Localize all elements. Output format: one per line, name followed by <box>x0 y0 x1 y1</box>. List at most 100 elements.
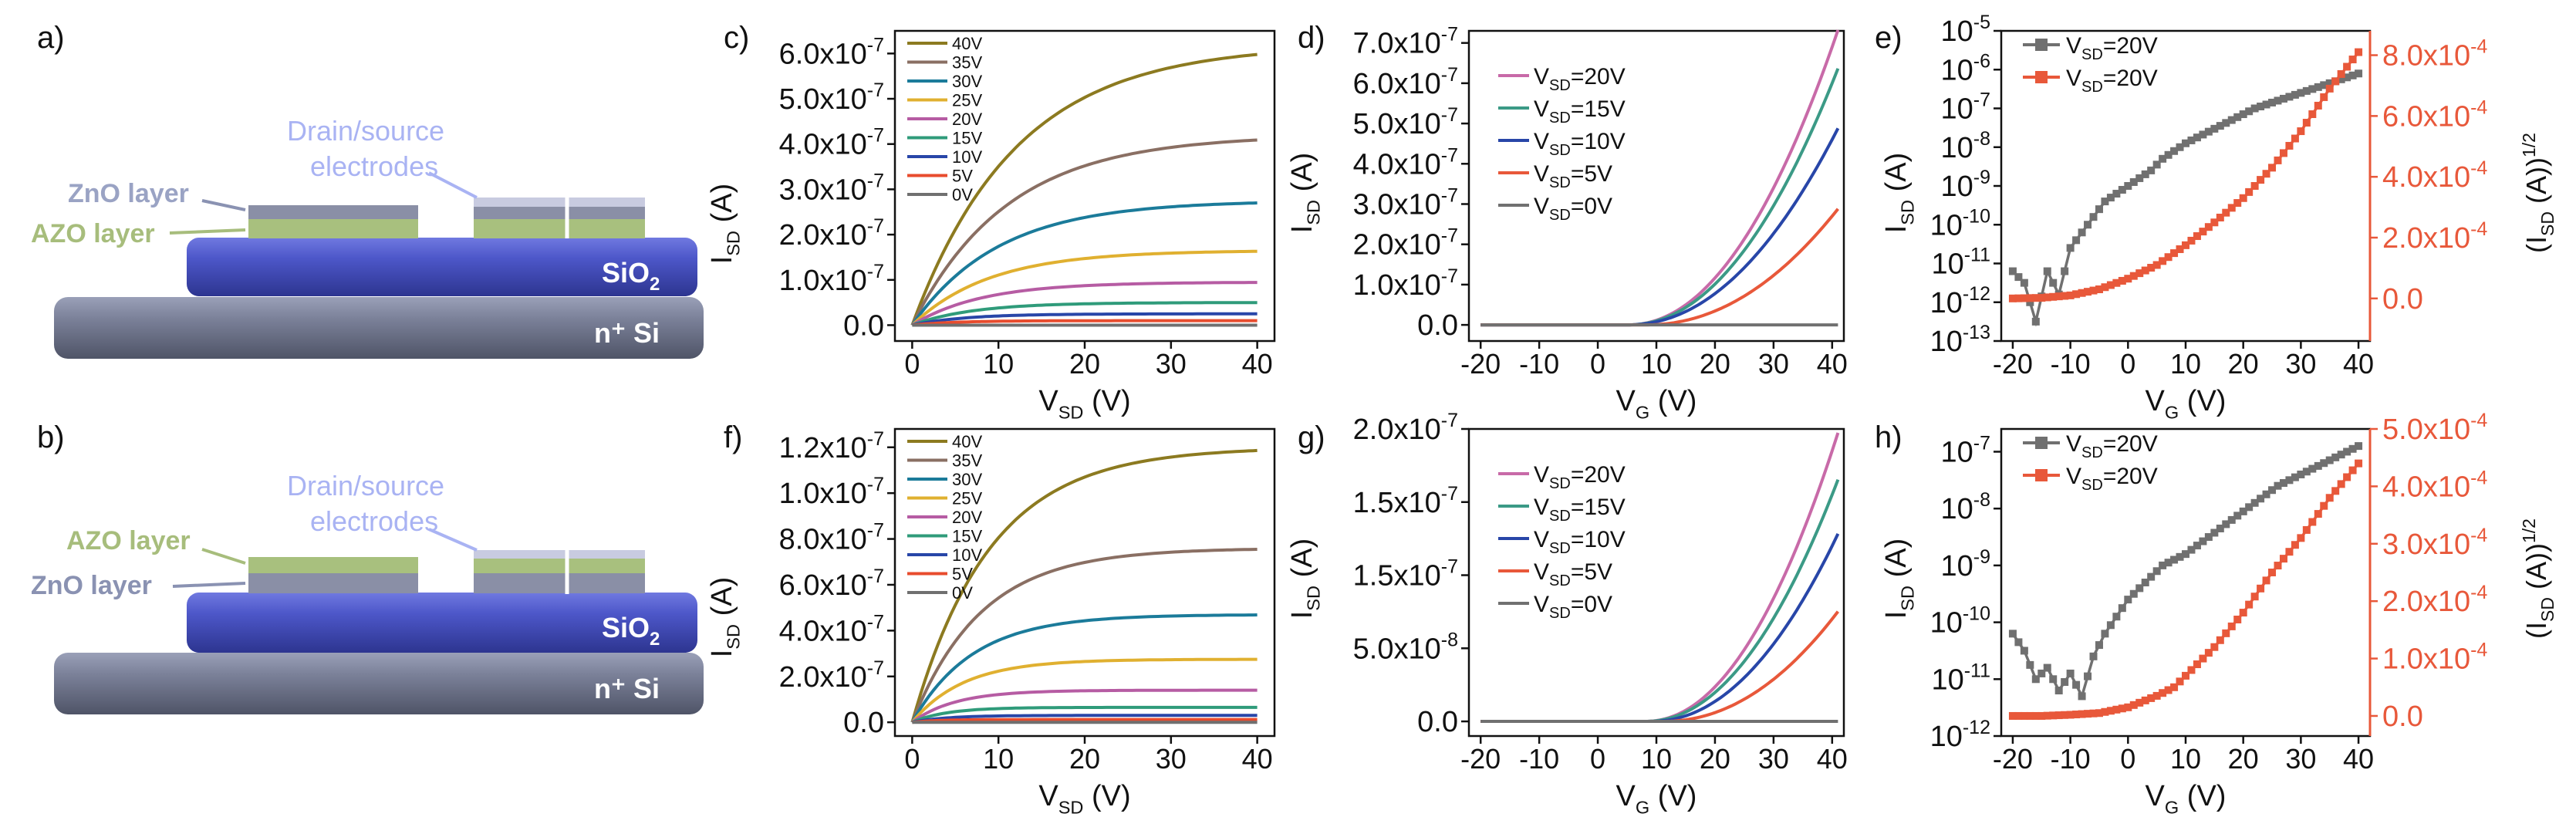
data-point <box>2061 292 2069 300</box>
data-point <box>2112 190 2121 198</box>
data-point <box>2204 533 2213 542</box>
data-point <box>2014 638 2023 647</box>
data-point <box>2124 182 2132 190</box>
y-tick-label: 2.0x10-7 <box>1353 225 1458 262</box>
y-tick-label: 6.0x10-7 <box>1353 64 1458 100</box>
data-point <box>2297 89 2305 97</box>
y-tick-label: 10-8 <box>1940 128 1990 164</box>
data-point <box>2239 609 2247 617</box>
data-point <box>2101 630 2109 638</box>
data-point <box>2084 288 2092 296</box>
electrode-highlight <box>474 198 645 207</box>
data-point <box>2043 663 2051 672</box>
x-tick-label: -20 <box>1460 348 1501 380</box>
data-point <box>2061 267 2069 275</box>
data-point <box>2308 110 2317 118</box>
data-point <box>2193 660 2201 669</box>
x-tick-label: 20 <box>1700 743 1730 775</box>
data-point <box>2314 510 2322 518</box>
data-point <box>2141 170 2149 178</box>
chart-transfer-g: g) -20 -10 0 10 20 30 40 0.0 5.0x10-8 1.5x10-7 1.5x… <box>1286 410 1848 818</box>
x-tick-label: 20 <box>1069 743 1100 775</box>
series-line <box>911 301 1258 327</box>
data-point <box>2106 194 2115 202</box>
electrode-highlight <box>474 550 645 559</box>
legend-label: VSD=10V <box>1534 527 1626 557</box>
data-point <box>2302 468 2311 476</box>
y-tick-label: 10-6 <box>1940 50 1990 86</box>
y2-tick-label: 3.0x10-4 <box>2382 525 2487 561</box>
bottom-layer-pointer <box>169 228 246 235</box>
data-point <box>2020 294 2028 302</box>
panel-letter: d) <box>1298 21 1325 55</box>
data-point <box>2245 600 2254 609</box>
legend-label: VSD=15V <box>1534 495 1626 525</box>
x-tick-label: 30 <box>1758 348 1789 380</box>
y-tick-label: 10-10 <box>1930 603 1990 640</box>
data-point <box>2066 711 2075 719</box>
data-point <box>2355 69 2363 78</box>
x-tick-label: 10 <box>983 743 1014 775</box>
data-point <box>2084 672 2092 680</box>
data-point <box>2216 122 2224 130</box>
drain-source-label: Drain/source electrodes <box>287 115 452 182</box>
x-tick-label: 40 <box>2343 348 2374 380</box>
y-tick-label: 7.0x10-7 <box>1353 24 1458 60</box>
x-tick-label: 20 <box>2228 348 2259 380</box>
series-line <box>910 201 1258 326</box>
substrate-block <box>54 297 704 359</box>
legend-label: 10V <box>952 147 982 167</box>
data-point <box>2118 186 2126 194</box>
data-point <box>2170 555 2179 564</box>
data-point <box>2320 501 2328 510</box>
data-point <box>2054 292 2063 301</box>
data-point <box>2026 660 2034 669</box>
legend-label: VSD=10V <box>1534 129 1626 159</box>
data-point <box>2337 69 2345 78</box>
data-point <box>2061 711 2069 719</box>
data-point <box>2222 520 2230 528</box>
data-point <box>2095 709 2103 718</box>
data-point <box>2164 559 2173 567</box>
y-tick-label: 1.0x10-7 <box>779 474 884 510</box>
data-point <box>2308 464 2317 473</box>
data-point <box>2314 461 2322 470</box>
x-tick-label: -10 <box>1519 348 1559 380</box>
data-point <box>2204 223 2213 231</box>
legend-marker <box>2035 469 2048 481</box>
series-line <box>1480 208 1839 327</box>
data-point <box>2152 261 2161 269</box>
data-point <box>2239 507 2247 515</box>
data-point <box>2106 707 2115 715</box>
data-point <box>2141 266 2149 275</box>
data-point <box>2026 298 2034 306</box>
data-point <box>2089 709 2098 718</box>
data-point <box>2325 494 2334 502</box>
data-point <box>2337 451 2345 459</box>
drain-source-pointer <box>428 528 478 552</box>
x-tick-label: 10 <box>1641 348 1672 380</box>
y-tick-label: 10-11 <box>1931 660 1990 696</box>
data-point <box>2227 204 2236 212</box>
x-tick-label: 40 <box>1817 743 1848 775</box>
x-tick-label: 0 <box>1590 743 1605 775</box>
data-point <box>2227 116 2236 124</box>
device-schematic-a: a) Drain/source electrodes ZnO layer AZO… <box>31 21 704 359</box>
data-point <box>2147 694 2156 702</box>
chart-output-c: c) 0 10 20 30 40 0.0 1.0x10-7 2.0x10-7 3.0x10-7 4.… <box>706 21 1276 423</box>
data-point <box>2355 442 2363 451</box>
y2-axis-label: (ISD (A))1/2 <box>2519 133 2557 253</box>
data-point <box>2257 584 2265 593</box>
x-axis-label: VG (V) <box>1616 385 1697 423</box>
x-tick-label: -10 <box>2051 743 2091 775</box>
series-line <box>911 688 1258 724</box>
y-axis-label: ISD (A) <box>1880 153 1918 234</box>
data-point <box>2164 253 2173 262</box>
data-point <box>2222 119 2230 127</box>
data-point <box>2072 680 2081 689</box>
x-tick-label: 0 <box>2120 743 2135 775</box>
chart-transfer-log-h: h) -20 -10 0 10 20 30 40 10-12 10-11 10-10 10-9 10-8… <box>1875 410 2557 818</box>
data-point <box>2348 56 2357 64</box>
data-point <box>2274 96 2282 105</box>
data-point <box>2233 615 2242 623</box>
